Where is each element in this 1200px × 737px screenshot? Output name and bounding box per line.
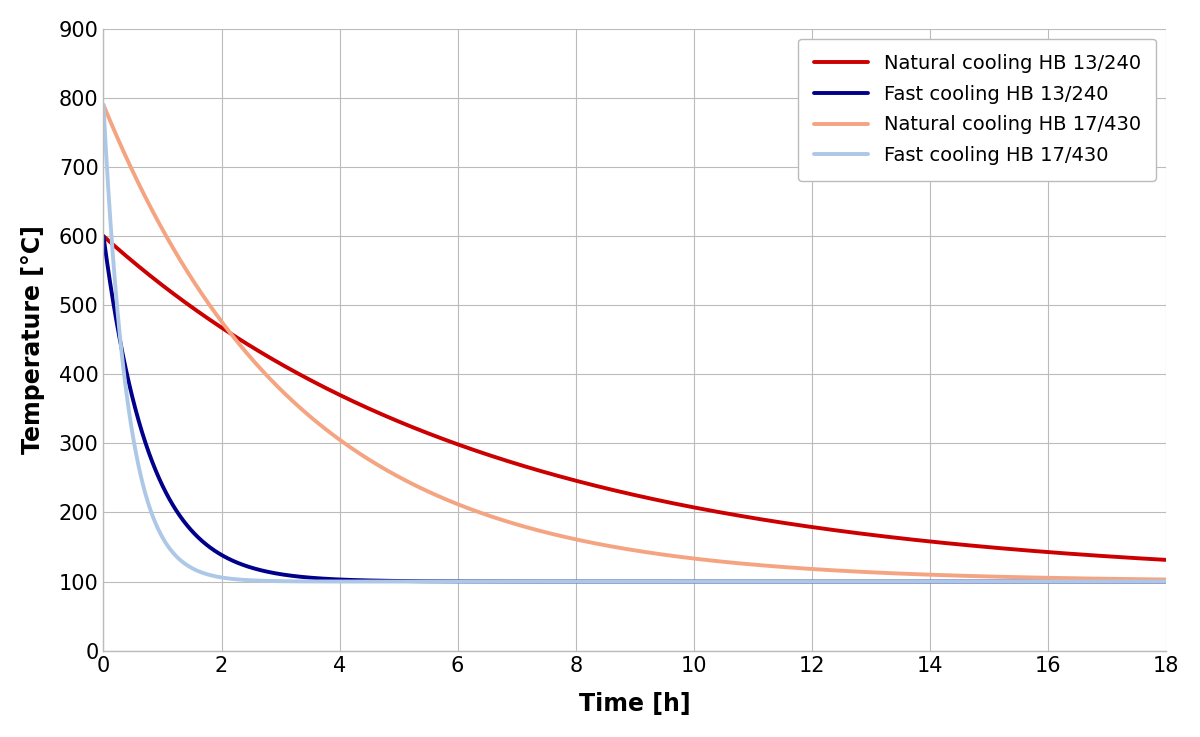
Natural cooling HB 17/430 xyxy=(733,559,748,568)
Natural cooling HB 13/240 xyxy=(970,542,984,551)
Line: Natural cooling HB 17/430: Natural cooling HB 17/430 xyxy=(103,105,1166,579)
Natural cooling HB 17/430 xyxy=(1159,575,1174,584)
Fast cooling HB 13/240 xyxy=(787,577,802,586)
Natural cooling HB 13/240 xyxy=(1159,556,1174,565)
Natural cooling HB 17/430 xyxy=(970,572,984,581)
Fast cooling HB 13/240 xyxy=(733,577,748,586)
Fast cooling HB 17/430 xyxy=(889,577,904,586)
Fast cooling HB 17/430 xyxy=(503,577,517,586)
Fast cooling HB 17/430 xyxy=(1066,577,1080,586)
Legend: Natural cooling HB 13/240, Fast cooling HB 13/240, Natural cooling HB 17/430, Fa: Natural cooling HB 13/240, Fast cooling … xyxy=(798,38,1157,181)
Fast cooling HB 13/240 xyxy=(503,577,517,586)
Fast cooling HB 13/240 xyxy=(289,572,304,581)
Fast cooling HB 13/240 xyxy=(889,577,904,586)
Natural cooling HB 13/240 xyxy=(289,368,304,377)
Natural cooling HB 17/430 xyxy=(503,518,517,527)
X-axis label: Time [h]: Time [h] xyxy=(578,692,690,716)
Y-axis label: Temperature [°C]: Temperature [°C] xyxy=(20,226,44,454)
Line: Fast cooling HB 17/430: Fast cooling HB 17/430 xyxy=(103,105,1166,581)
Fast cooling HB 17/430 xyxy=(96,100,110,109)
Fast cooling HB 13/240 xyxy=(96,231,110,240)
Natural cooling HB 13/240 xyxy=(96,231,110,240)
Line: Natural cooling HB 13/240: Natural cooling HB 13/240 xyxy=(103,236,1166,560)
Natural cooling HB 13/240 xyxy=(889,534,904,542)
Fast cooling HB 13/240 xyxy=(970,577,984,586)
Fast cooling HB 17/430 xyxy=(1159,577,1174,586)
Natural cooling HB 13/240 xyxy=(733,511,748,520)
Fast cooling HB 17/430 xyxy=(733,577,748,586)
Natural cooling HB 17/430 xyxy=(787,563,802,572)
Fast cooling HB 17/430 xyxy=(289,577,304,586)
Natural cooling HB 17/430 xyxy=(889,569,904,578)
Fast cooling HB 17/430 xyxy=(787,577,802,586)
Line: Fast cooling HB 13/240: Fast cooling HB 13/240 xyxy=(103,236,1166,581)
Natural cooling HB 17/430 xyxy=(289,400,304,409)
Natural cooling HB 13/240 xyxy=(787,520,802,529)
Fast cooling HB 13/240 xyxy=(1159,577,1174,586)
Natural cooling HB 13/240 xyxy=(503,457,517,466)
Fast cooling HB 17/430 xyxy=(970,577,984,586)
Natural cooling HB 17/430 xyxy=(96,100,110,109)
